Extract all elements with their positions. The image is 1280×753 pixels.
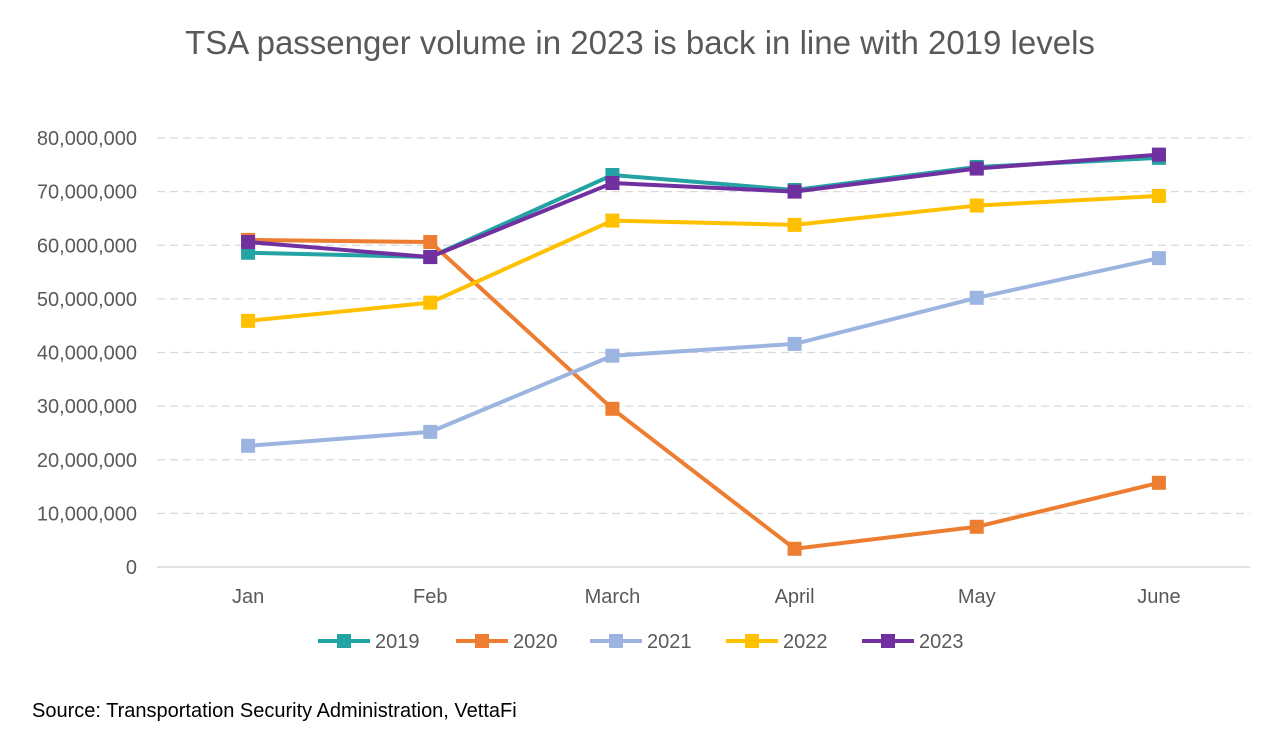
legend-label-2022: 2022 [783, 631, 828, 653]
legend-marker-2020 [475, 634, 489, 648]
legend-marker-2021 [609, 634, 623, 648]
data-point-2021 [423, 424, 438, 439]
data-point-2020 [969, 519, 984, 534]
x-tick-label: Jan [232, 586, 264, 608]
legend-label-2020: 2020 [513, 631, 558, 653]
source-note: Source: Transportation Security Administ… [32, 700, 517, 722]
data-point-2023 [605, 176, 620, 191]
data-point-2022 [423, 295, 438, 310]
legend-marker-2019 [337, 634, 351, 648]
data-point-2020 [787, 541, 802, 556]
data-point-2023 [423, 250, 438, 265]
data-point-2021 [241, 438, 256, 453]
x-tick-label: March [585, 586, 641, 608]
data-point-2020 [605, 401, 620, 416]
y-tick-label: 0 [126, 557, 137, 579]
legend-label-2023: 2023 [919, 631, 964, 653]
y-tick-label: 70,000,000 [37, 182, 137, 204]
data-point-2022 [1151, 188, 1166, 203]
data-point-2021 [605, 348, 620, 363]
series-line-2021 [247, 256, 1160, 448]
data-point-2022 [787, 217, 802, 232]
y-tick-label: 20,000,000 [37, 450, 137, 472]
chart-title: TSA passenger volume in 2023 is back in … [185, 24, 1095, 61]
x-tick-label: May [958, 586, 996, 608]
y-tick-label: 40,000,000 [37, 343, 137, 365]
x-tick-label: April [775, 586, 815, 608]
y-tick-label: 60,000,000 [37, 235, 137, 257]
legend-marker-2022 [745, 634, 759, 648]
series-line-2022 [247, 193, 1160, 323]
series-line-2023 [247, 152, 1160, 260]
data-point-2020 [1151, 475, 1166, 490]
legend-marker-2023 [881, 634, 895, 648]
y-tick-label: 80,000,000 [37, 128, 137, 150]
data-point-2022 [969, 198, 984, 213]
data-point-2022 [605, 213, 620, 228]
y-tick-label: 10,000,000 [37, 503, 137, 525]
data-point-2021 [969, 290, 984, 305]
legend-label-2021: 2021 [647, 631, 692, 653]
data-point-2020 [423, 235, 438, 250]
y-tick-label: 30,000,000 [37, 396, 137, 418]
data-point-2021 [787, 336, 802, 351]
series-line-2020 [248, 237, 1160, 551]
data-point-2021 [1151, 251, 1166, 266]
legend-label-2019: 2019 [375, 631, 420, 653]
x-tick-label: Feb [413, 586, 447, 608]
data-point-2023 [787, 184, 802, 199]
x-tick-label: June [1137, 586, 1180, 608]
data-point-2019 [241, 245, 256, 260]
data-point-2023 [241, 235, 256, 250]
data-point-2023 [969, 161, 984, 176]
data-point-2023 [1151, 147, 1166, 162]
data-point-2022 [241, 313, 256, 328]
y-tick-label: 50,000,000 [37, 289, 137, 311]
